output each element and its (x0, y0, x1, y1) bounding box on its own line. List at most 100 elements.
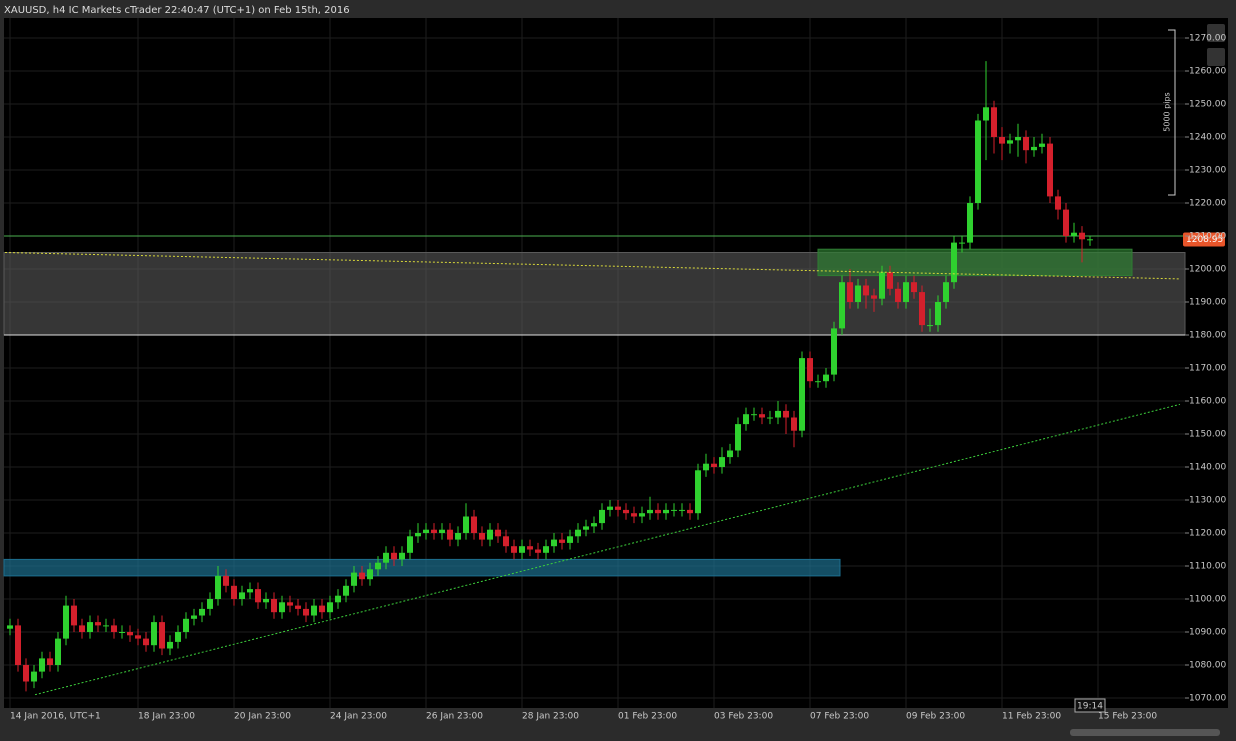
candle-body (511, 546, 517, 553)
candle-body (639, 513, 645, 517)
candle-body (711, 463, 717, 467)
candle-body (247, 589, 253, 593)
y-tick-label: 1200.00 (1189, 265, 1226, 275)
candle-body (343, 585, 349, 596)
candle-body (423, 529, 429, 533)
candle-body (183, 618, 189, 632)
candle-body (167, 641, 173, 649)
candle-body (71, 605, 77, 626)
candle-body (63, 605, 69, 639)
candle-body (871, 295, 877, 299)
candle-body (351, 572, 357, 586)
candle-body (823, 374, 829, 382)
y-tick-label: 1260.00 (1189, 67, 1226, 77)
candle-body (559, 539, 565, 543)
candle-body (679, 509, 685, 511)
y-tick-label: 1130.00 (1189, 496, 1226, 506)
x-tick-label: 14 Jan 2016, UTC+1 (10, 712, 101, 722)
candle-body (551, 539, 557, 547)
candle-body (1071, 232, 1077, 236)
candle-body (143, 638, 149, 646)
candle-body (175, 632, 181, 642)
candle-body (519, 546, 525, 553)
candle-body (415, 533, 421, 537)
x-tick-label: 07 Feb 23:00 (810, 712, 869, 722)
candle-body (807, 358, 813, 382)
candle-body (327, 602, 333, 613)
candle-body (295, 605, 301, 609)
candle-body (271, 599, 277, 613)
candle-body (695, 470, 701, 514)
candle-body (207, 599, 213, 609)
trendline (34, 403, 1181, 696)
y-tick-label: 1160.00 (1189, 397, 1226, 407)
y-tick-label: 1230.00 (1189, 166, 1226, 176)
x-tick-label: 26 Jan 23:00 (426, 712, 483, 722)
y-tick-label: 1080.00 (1189, 661, 1226, 671)
x-tick-label: 18 Jan 23:00 (138, 712, 195, 722)
x-tick-label: 20 Jan 23:00 (234, 712, 291, 722)
candle-body (503, 536, 509, 547)
candle-body (375, 562, 381, 570)
candle-body (775, 410, 781, 418)
y-tick-label: 1210.00 (1189, 232, 1226, 242)
candle-body (735, 424, 741, 451)
candle-body (671, 509, 677, 511)
y-tick-label: 1250.00 (1189, 100, 1226, 110)
candle-body (703, 463, 709, 471)
candle-body (783, 410, 789, 418)
y-tick-label: 1070.00 (1189, 694, 1226, 704)
candle-body (239, 592, 245, 599)
candle-body (751, 414, 757, 416)
candle-body (47, 658, 53, 665)
candle-body (895, 288, 901, 302)
candle-body (815, 381, 821, 383)
candle-body (943, 282, 949, 302)
candle-body (935, 302, 941, 326)
popout-button[interactable] (1207, 24, 1225, 42)
y-tick-label: 1240.00 (1189, 133, 1226, 143)
cursor-time: 19:14 (1077, 702, 1103, 712)
candle-body (135, 635, 141, 639)
y-tick-label: 1220.00 (1189, 199, 1226, 209)
candle-body (767, 417, 773, 419)
candle-body (55, 638, 61, 665)
candle-body (391, 552, 397, 560)
candle-body (407, 536, 413, 553)
candle-body (1079, 232, 1085, 240)
candle-body (1031, 146, 1037, 151)
candle-body (1063, 209, 1069, 236)
candle-body (1023, 137, 1029, 151)
candle-body (991, 107, 997, 137)
candle-body (319, 605, 325, 613)
candle-body (1015, 137, 1021, 141)
candle-body (39, 658, 45, 672)
candle-body (95, 622, 101, 626)
candle-body (855, 285, 861, 302)
candle-body (127, 632, 133, 636)
y-tick-label: 1150.00 (1189, 430, 1226, 440)
x-tick-label: 11 Feb 23:00 (1002, 712, 1061, 722)
candle-body (799, 358, 805, 431)
candle-body (535, 549, 541, 553)
candle-body (951, 242, 957, 283)
candle-body (1047, 143, 1053, 197)
x-tick-label: 09 Feb 23:00 (906, 712, 965, 722)
candle-body (383, 552, 389, 563)
ruler (1168, 29, 1176, 196)
price-axis (1185, 18, 1228, 708)
y-tick-label: 1170.00 (1189, 364, 1226, 374)
candle-body (903, 282, 909, 302)
x-tick-label: 28 Jan 23:00 (522, 712, 579, 722)
price-label: 1208.95 (1186, 235, 1223, 245)
candle-body (199, 608, 205, 616)
candle-body (151, 622, 157, 646)
y-tick-label: 1110.00 (1189, 562, 1226, 572)
candle-body (839, 282, 845, 329)
candle-body (647, 509, 653, 514)
scrollbar[interactable] (1070, 729, 1220, 736)
candle-body (623, 509, 629, 514)
chart-title: XAUUSD, h4 IC Markets cTrader 22:40:47 (… (4, 5, 350, 16)
screenshot-button[interactable] (1207, 48, 1225, 66)
